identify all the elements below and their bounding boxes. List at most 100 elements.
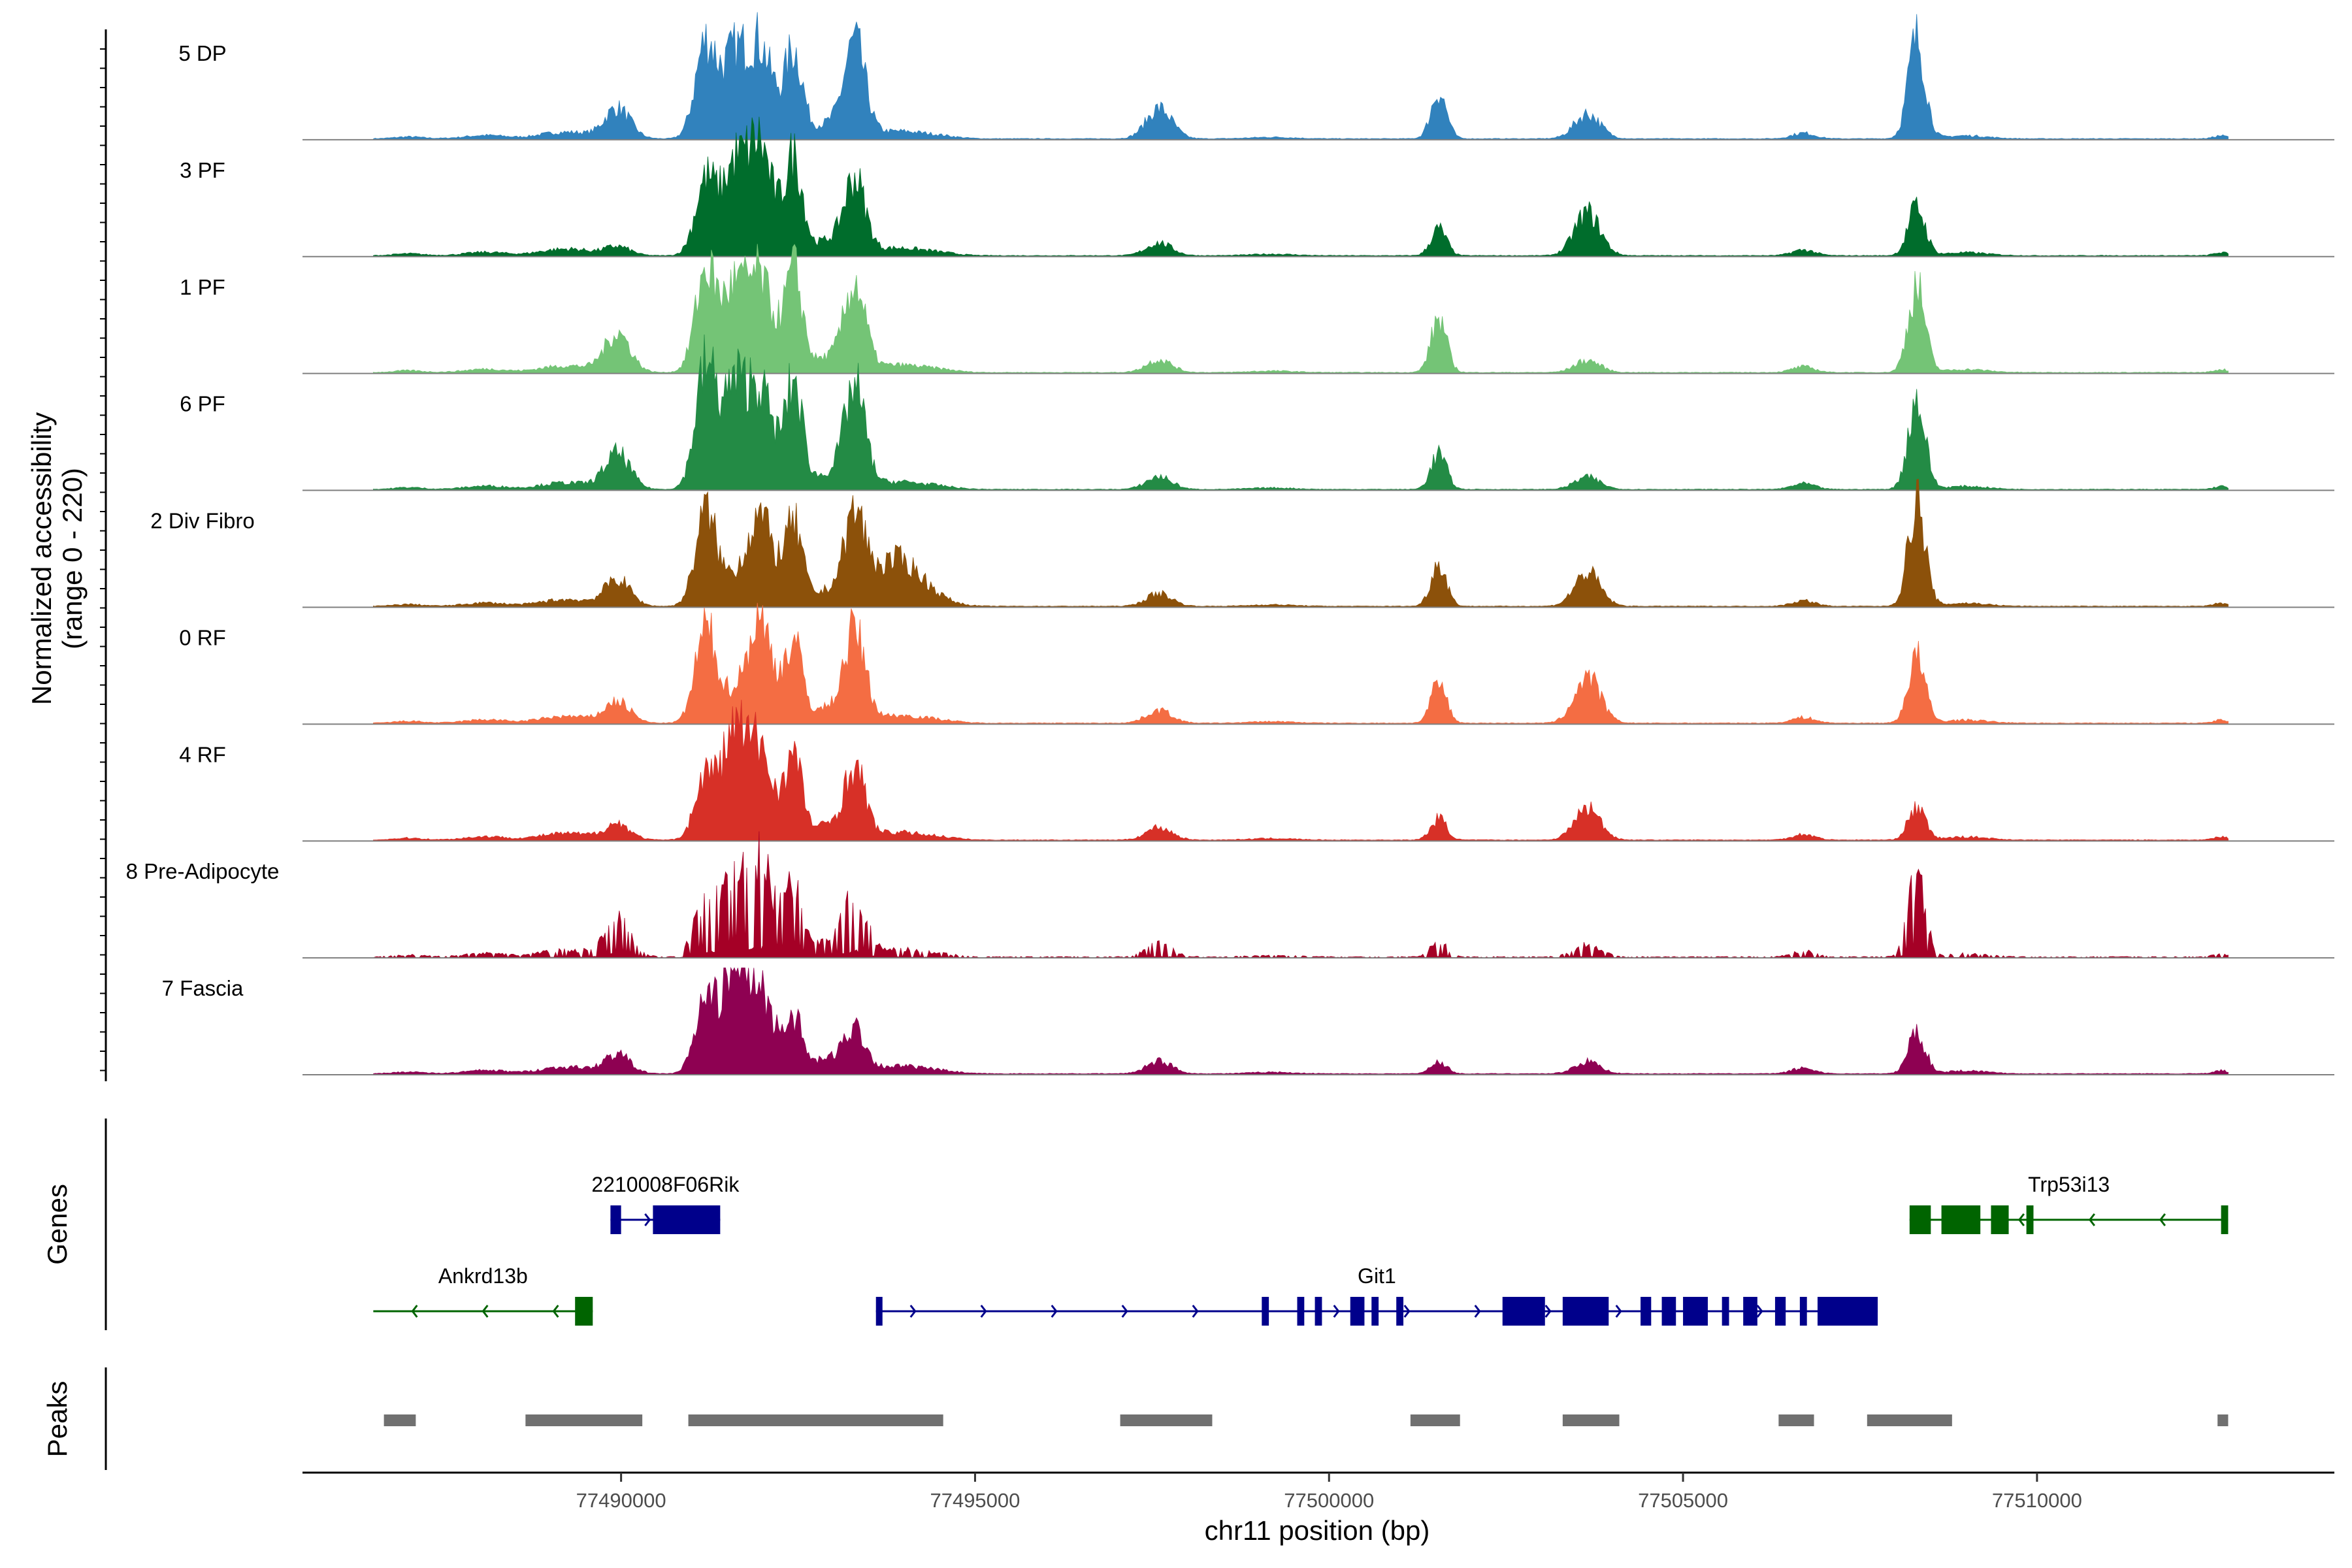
peak-region bbox=[525, 1414, 643, 1426]
track-area-3-pf bbox=[373, 116, 2229, 257]
gene-git1: Git1 bbox=[875, 1264, 1878, 1326]
peaks-panel-title: Peaks bbox=[42, 1381, 73, 1458]
track-label-0-rf: 0 RF bbox=[179, 625, 226, 649]
track-label-6-pf: 6 PF bbox=[180, 392, 225, 416]
track-area-8-pre-adipocyte bbox=[373, 831, 2229, 958]
gene-strand-arrow bbox=[552, 1305, 559, 1318]
peak-region bbox=[1562, 1414, 1620, 1426]
gene-exon bbox=[1350, 1297, 1365, 1326]
track-7-fascia: 7 Fascia bbox=[162, 966, 2334, 1075]
peak-region bbox=[1120, 1414, 1213, 1426]
genes-panel-title: Genes bbox=[42, 1184, 73, 1265]
gene-exon bbox=[1683, 1297, 1708, 1326]
coverage-tracks: 5 DP 3 PF 1 PF 6 PF 2 Div Fibro 0 RF 4 RF 8 Pre… bbox=[126, 12, 2334, 1075]
gene-label-2210008f06rik: 2210008F06Rik bbox=[591, 1173, 740, 1196]
gene-exon bbox=[1991, 1205, 2009, 1234]
track-label-3-pf: 3 PF bbox=[180, 158, 225, 182]
gene-exon bbox=[575, 1297, 593, 1326]
track-area-7-fascia bbox=[373, 966, 2229, 1075]
gene-strand-arrow bbox=[1121, 1305, 1128, 1318]
x-axis-title: chr11 position (bp) bbox=[1205, 1515, 1430, 1546]
track-3-pf: 3 PF bbox=[180, 116, 2334, 257]
gene-exon bbox=[1909, 1205, 1931, 1234]
gene-label-ankrd13b: Ankrd13b bbox=[438, 1264, 528, 1288]
track-4-rf: 4 RF bbox=[179, 700, 2334, 842]
gene-strand-arrow bbox=[1474, 1305, 1481, 1318]
track-label-8-pre-adipocyte: 8 Pre-Adipocyte bbox=[126, 859, 280, 883]
track-area-1-pf bbox=[373, 244, 2229, 374]
gene-strand-arrow bbox=[644, 1213, 651, 1226]
gene-exon bbox=[1722, 1297, 1729, 1326]
gene-exon bbox=[1262, 1297, 1269, 1326]
gene-2210008f06rik: 2210008F06Rik bbox=[591, 1173, 740, 1234]
track-8-pre-adipocyte: 8 Pre-Adipocyte bbox=[126, 831, 2334, 959]
gene-label-git1: Git1 bbox=[1358, 1264, 1396, 1288]
track-5-dp: 5 DP bbox=[178, 12, 2334, 140]
gene-strand-arrow bbox=[980, 1305, 987, 1318]
peak-track bbox=[384, 1414, 2229, 1426]
gene-exon bbox=[1297, 1297, 1305, 1326]
track-label-7-fascia: 7 Fascia bbox=[162, 976, 244, 1000]
peak-region bbox=[1410, 1414, 1460, 1426]
gene-exon bbox=[610, 1205, 621, 1234]
gene-strand-arrow bbox=[1615, 1305, 1622, 1318]
gene-exon bbox=[1371, 1297, 1379, 1326]
gene-exon bbox=[1774, 1297, 1786, 1326]
gene-strand-arrow bbox=[1403, 1305, 1411, 1318]
gene-strand-arrow bbox=[2159, 1213, 2166, 1226]
peak-region bbox=[2217, 1414, 2229, 1426]
track-label-1-pf: 1 PF bbox=[180, 275, 225, 299]
y-axis-title-line1: Normalized accessibility bbox=[26, 412, 57, 705]
peak-region bbox=[384, 1414, 416, 1426]
y-axis-title-line2: (range 0 - 220) bbox=[57, 468, 88, 649]
track-label-2-div-fibro: 2 Div Fibro bbox=[150, 509, 255, 533]
gene-exon bbox=[1941, 1205, 1981, 1234]
track-1-pf: 1 PF bbox=[180, 244, 2334, 374]
track-area-4-rf bbox=[373, 700, 2229, 841]
track-label-4-rf: 4 RF bbox=[179, 742, 226, 766]
x-tick-label: 77495000 bbox=[930, 1489, 1020, 1512]
peak-region bbox=[1867, 1414, 1952, 1426]
track-0-rf: 0 RF bbox=[179, 602, 2334, 725]
gene-exon bbox=[1817, 1297, 1878, 1326]
gene-exon bbox=[1315, 1297, 1322, 1326]
x-tick-label: 77500000 bbox=[1284, 1489, 1374, 1512]
gene-exon bbox=[1799, 1297, 1807, 1326]
coverage-y-axis bbox=[100, 29, 107, 1081]
gene-strand-arrow bbox=[2017, 1213, 2025, 1226]
gene-strand-arrow bbox=[2088, 1213, 2096, 1226]
track-area-5-dp bbox=[373, 12, 2229, 140]
x-axis: 77490000 77495000 77500000 77505000 77510000 bbox=[302, 1471, 2334, 1512]
gene-strand-arrow bbox=[909, 1305, 917, 1318]
gene-exon bbox=[875, 1297, 883, 1326]
track-area-6-pf bbox=[373, 334, 2229, 491]
gene-exon bbox=[1661, 1297, 1676, 1326]
gene-exon bbox=[1641, 1297, 1652, 1326]
gene-strand-arrow bbox=[1192, 1305, 1199, 1318]
peak-region bbox=[688, 1414, 943, 1426]
x-tick-label: 77505000 bbox=[1638, 1489, 1728, 1512]
track-area-0-rf bbox=[373, 602, 2229, 725]
gene-strand-arrow bbox=[1051, 1305, 1058, 1318]
gene-exon bbox=[1502, 1297, 1545, 1326]
gene-track: 2210008F06Rik Trp53i13 Ankrd13b Git1 bbox=[373, 1173, 2229, 1326]
gene-exon bbox=[2026, 1205, 2034, 1234]
gene-exon bbox=[1743, 1297, 1757, 1326]
gene-strand-arrow bbox=[1756, 1305, 1763, 1318]
gene-exon bbox=[2221, 1205, 2229, 1234]
gene-label-trp53i13: Trp53i13 bbox=[2028, 1173, 2110, 1196]
gene-exon bbox=[1562, 1297, 1609, 1326]
track-6-pf: 6 PF bbox=[180, 334, 2334, 491]
track-label-5-dp: 5 DP bbox=[178, 41, 226, 65]
gene-strand-arrow bbox=[411, 1305, 418, 1318]
gene-strand-arrow bbox=[482, 1305, 489, 1318]
track-area-2-div-fibro bbox=[373, 478, 2229, 608]
peak-region bbox=[1778, 1414, 1814, 1426]
gene-exon bbox=[1396, 1297, 1404, 1326]
gene-ankrd13b: Ankrd13b bbox=[373, 1264, 593, 1326]
gene-trp53i13: Trp53i13 bbox=[1909, 1173, 2229, 1234]
gene-exon bbox=[653, 1205, 721, 1234]
gene-strand-arrow bbox=[1544, 1305, 1552, 1318]
track-2-div-fibro: 2 Div Fibro bbox=[150, 478, 2334, 608]
